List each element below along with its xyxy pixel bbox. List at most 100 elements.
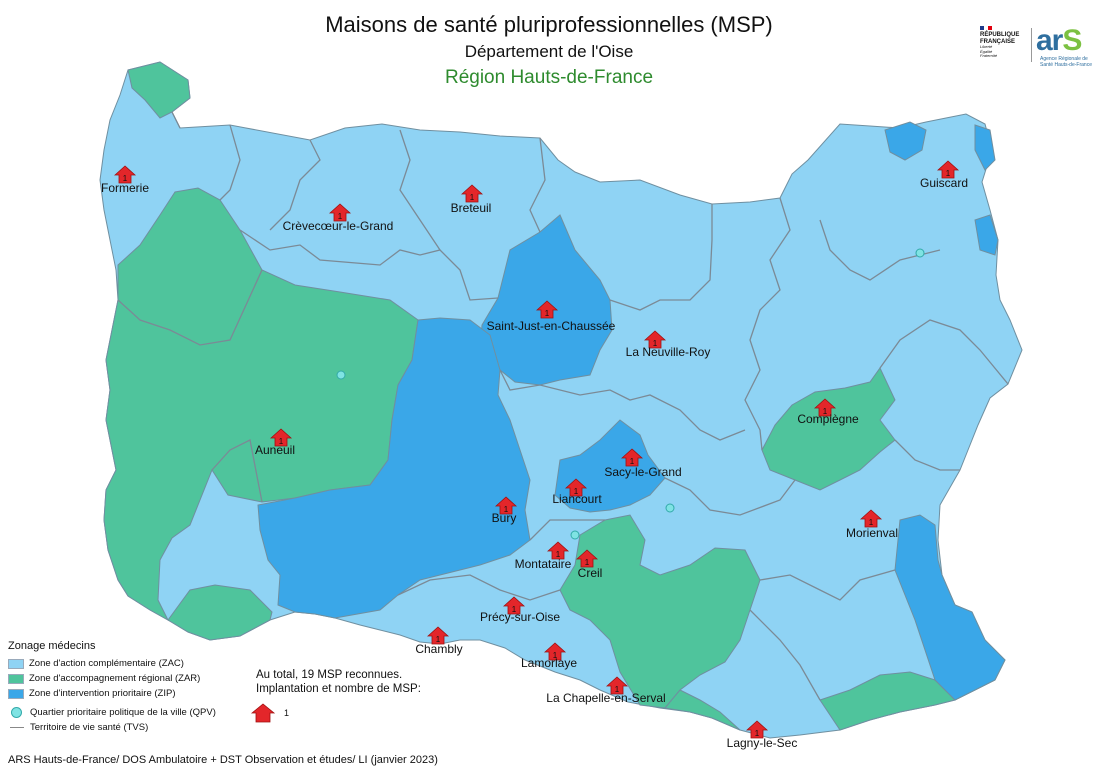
qpv-marker [915, 248, 925, 258]
msp-count: 1 [436, 635, 441, 644]
msp-label: La Chapelle-en-Serval [546, 691, 665, 705]
msp-house-icon [426, 626, 450, 645]
msp-count: 1 [470, 193, 475, 202]
zone-zar-creil [559, 514, 761, 709]
msp-count: 1 [615, 685, 620, 694]
msp-house-icon [936, 160, 960, 179]
msp-label: Lamorlaye [521, 656, 577, 670]
zone-zar-sw [167, 584, 273, 641]
msp-house-icon [620, 448, 644, 467]
msp-house-icon [564, 478, 588, 497]
msp-house-icon [575, 549, 599, 568]
qpv-markers [336, 248, 925, 540]
zone-zip-sacy [554, 419, 666, 513]
msp-house-icon [745, 720, 769, 739]
msp-label: Auneuil [255, 443, 295, 457]
map-subtitle: Département de l'Oise [464, 42, 634, 61]
qpv-icon [11, 707, 22, 718]
msp-count: 1 [504, 505, 509, 514]
msp-count: 1 [585, 558, 590, 567]
msp-house-icon [269, 428, 293, 447]
msp-label: Guiscard [920, 176, 968, 190]
logo-divider [1031, 28, 1032, 62]
msp-house-icon [543, 642, 567, 661]
msp-house-icon [813, 398, 837, 417]
msp-label: Formerie [101, 181, 149, 195]
msp-marker-la-chapelle-en-serval: 1La Chapelle-en-Serval [546, 676, 666, 705]
msp-house-icon [643, 330, 667, 349]
msp-count: 1 [556, 550, 561, 559]
legend-title: Zonage médecins [8, 640, 96, 652]
msp-label: Saint-Just-en-Chaussée [487, 319, 616, 333]
msp-count: 1 [653, 339, 658, 348]
msp-label: La Neuville-Roy [626, 345, 711, 359]
legend-item-zar: Zone d'accompagnement régional (ZAR) [8, 671, 268, 686]
msp-house-icon [113, 165, 137, 184]
logos: RÉPUBLIQUE FRANÇAISE Liberté Égalité Fra… [980, 24, 1092, 68]
legend-item-tvs: Territoire de vie santé (TVS) [8, 720, 268, 735]
msp-label: Creil [578, 566, 603, 580]
summary-text: Au total, 19 MSP reconnues. Implantation… [256, 669, 421, 695]
ars-logo-subtitle: Agence Régionale de Santé Hauts-de-Franc… [1040, 56, 1092, 68]
msp-label: Morienval [846, 526, 898, 540]
msp-label: Breteuil [451, 201, 492, 215]
legend: Zonage médecins Zone d'action complément… [8, 640, 268, 735]
msp-count: 1 [630, 457, 635, 466]
zone-zar-south [664, 689, 741, 731]
msp-label: Sacy-le-Grand [604, 465, 681, 479]
legend-item-zac: Zone d'action complémentaire (ZAC) [8, 656, 268, 671]
msp-marker-la-neuville-roy: 1La Neuville-Roy [626, 330, 711, 359]
msp-house-icon [460, 184, 484, 203]
msp-label: Lagny-le-Sec [727, 736, 798, 750]
republique-francaise-logo: RÉPUBLIQUE FRANÇAISE Liberté Égalité Fra… [980, 26, 1026, 59]
map-region: Région Hauts-de-France [444, 67, 654, 88]
msp-count: 1 [869, 518, 874, 527]
msp-house-icon [494, 496, 518, 515]
msp-label: Liancourt [552, 492, 602, 506]
msp-count: 1 [512, 605, 517, 614]
msp-house-icon [535, 300, 559, 319]
msp-count: 1 [123, 174, 128, 183]
msp-count: 1 [553, 651, 558, 660]
ars-logo: arS [1036, 24, 1082, 57]
msp-count: 1 [574, 487, 579, 496]
msp-legend: 1 [250, 703, 289, 723]
msp-label: Crèvecœur-le-Grand [283, 219, 394, 233]
qpv-marker [336, 370, 346, 380]
tvs-line-icon [10, 727, 24, 728]
qpv-marker [665, 503, 675, 513]
msp-label: Compiègne [797, 412, 859, 426]
tvs-boundaries [117, 111, 1009, 701]
footer-credit: ARS Hauts-de-France/ DOS Ambulatoire + D… [8, 754, 438, 766]
msp-house-icon [605, 676, 629, 695]
msp-label: Chambly [415, 642, 462, 656]
zone-zar-compiegne [761, 367, 896, 491]
msp-label: Précy-sur-Oise [480, 610, 560, 624]
msp-count: 1 [279, 437, 284, 446]
map-title: Maisons de santé pluriprofessionnelles (… [325, 12, 773, 37]
msp-count: 1 [946, 169, 951, 178]
msp-label: Montataire [515, 557, 572, 571]
zone-zip-east [894, 514, 1006, 701]
msp-house-icon [250, 703, 276, 723]
qpv-marker [570, 530, 580, 540]
msp-markers: 1Formerie1Crèvecœur-le-Grand1Breteuil1Gu… [101, 160, 968, 750]
msp-count: 1 [338, 212, 343, 221]
